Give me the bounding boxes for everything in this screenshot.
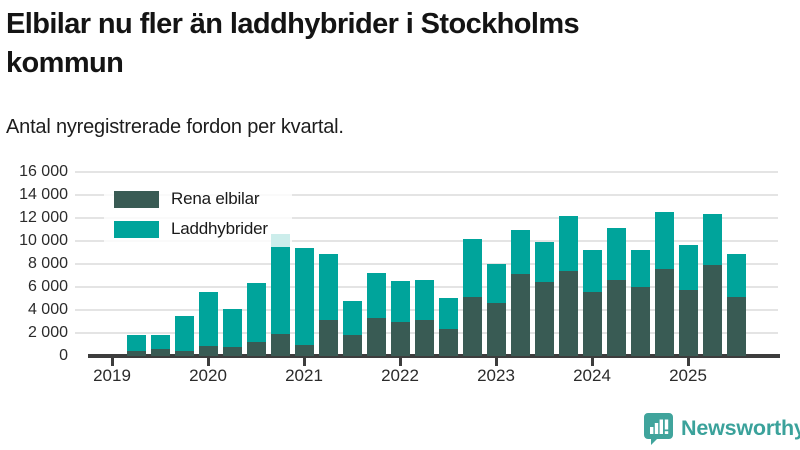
page-title: Elbilar nu fler än laddhybrider i Stockh… <box>6 5 580 83</box>
bar-segment-laddhybrider <box>390 280 410 323</box>
y-axis-tick-label: 4 000 <box>27 301 68 318</box>
y-axis-tick-label: 16 000 <box>19 163 68 180</box>
gridline <box>75 171 778 173</box>
bar-segment-laddhybrider <box>630 250 650 287</box>
bar-segment-rena-elbilar <box>510 274 530 356</box>
y-axis-tick-label: 6 000 <box>27 278 68 295</box>
legend-item-laddhybrider: Laddhybrider <box>114 218 292 240</box>
bar-segment-laddhybrider <box>366 273 386 319</box>
x-axis-tick <box>110 358 114 366</box>
bar-segment-laddhybrider <box>702 213 722 266</box>
bar-segment-rena-elbilar <box>366 318 386 356</box>
bar-segment-laddhybrider <box>606 228 626 281</box>
y-axis-tick-label: 0 <box>59 347 68 364</box>
y-axis-tick-label: 14 000 <box>19 186 68 203</box>
bar-segment-laddhybrider <box>294 247 314 346</box>
bar-segment-rena-elbilar <box>558 271 578 356</box>
y-axis-tick-label: 12 000 <box>19 209 68 226</box>
bar-segment-rena-elbilar <box>606 280 626 356</box>
bar-segment-rena-elbilar <box>294 345 314 356</box>
bar-segment-laddhybrider <box>486 264 506 303</box>
bar-segment-laddhybrider <box>198 292 218 347</box>
x-axis-tick-label: 2019 <box>93 366 131 385</box>
x-axis-tick <box>302 358 306 366</box>
bar-segment-laddhybrider <box>510 230 530 275</box>
bar-segment-rena-elbilar <box>678 290 698 356</box>
bar-segment-laddhybrider <box>534 242 554 282</box>
x-axis-tick-label: 2025 <box>669 366 707 385</box>
x-axis-tick-label: 2023 <box>477 366 515 385</box>
x-axis-line <box>88 354 780 358</box>
gridline <box>75 263 778 265</box>
bar-segment-laddhybrider <box>270 234 290 335</box>
gridline <box>75 240 778 242</box>
newsworthy-logo-text: Newsworthy <box>681 416 800 440</box>
bar-segment-laddhybrider <box>150 335 170 350</box>
bar-segment-laddhybrider <box>174 315 194 352</box>
x-axis-tick <box>494 358 498 366</box>
newsworthy-logo-icon <box>644 413 673 445</box>
x-axis-tick <box>398 358 402 366</box>
page-title-line-2: kommun <box>6 47 124 79</box>
newsworthy-logo: Newsworthy <box>643 412 800 445</box>
legend-label-rena-elbilar: Rena elbilar <box>171 189 260 208</box>
page-title-line-1: Elbilar nu fler än laddhybrider i Stockh… <box>6 8 580 40</box>
bar-segment-rena-elbilar <box>318 319 338 356</box>
bar-segment-rena-elbilar <box>582 292 602 356</box>
x-axis-tick <box>206 358 210 366</box>
bar-segment-rena-elbilar <box>198 346 218 356</box>
x-axis-tick <box>590 358 594 366</box>
x-axis-tick-label: 2021 <box>285 366 323 385</box>
bar-segment-laddhybrider <box>654 211 674 270</box>
bar-segment-rena-elbilar <box>174 351 194 356</box>
bar-segment-rena-elbilar <box>654 269 674 356</box>
bar-segment-rena-elbilar <box>462 297 482 356</box>
bar-segment-laddhybrider <box>126 335 146 351</box>
legend-item-rena-elbilar: Rena elbilar <box>114 188 292 210</box>
y-axis-tick-label: 8 000 <box>27 255 68 272</box>
x-axis-tick-label: 2022 <box>381 366 419 385</box>
bar-segment-laddhybrider <box>726 253 746 297</box>
y-axis-tick-label: 2 000 <box>27 324 68 341</box>
bar-segment-rena-elbilar <box>438 328 458 356</box>
bar-segment-rena-elbilar <box>702 265 722 356</box>
bar-segment-rena-elbilar <box>414 319 434 356</box>
gridline <box>75 194 778 196</box>
bar-segment-rena-elbilar <box>150 349 170 356</box>
chart-subtitle: Antal nyregistrerade fordon per kvartal. <box>6 116 344 138</box>
gridline <box>75 217 778 219</box>
bar-segment-rena-elbilar <box>390 322 410 356</box>
bar-segment-laddhybrider <box>342 301 362 336</box>
bar-segment-laddhybrider <box>222 309 242 347</box>
legend-swatch-rena-elbilar <box>114 190 159 208</box>
bar-segment-rena-elbilar <box>534 281 554 356</box>
bar-segment-laddhybrider <box>318 254 338 320</box>
bar-segment-rena-elbilar <box>126 350 146 356</box>
bar-segment-rena-elbilar <box>630 287 650 356</box>
bar-segment-rena-elbilar <box>270 334 290 356</box>
bar-segment-rena-elbilar <box>342 335 362 356</box>
x-axis-tick-label: 2024 <box>573 366 611 385</box>
legend-swatch-laddhybrider <box>114 220 159 238</box>
bar-segment-laddhybrider <box>438 297 458 329</box>
bar-segment-laddhybrider <box>246 282 266 342</box>
x-axis-tick <box>686 358 690 366</box>
bar-segment-laddhybrider <box>462 238 482 298</box>
bar-segment-laddhybrider <box>558 215 578 272</box>
bar-segment-laddhybrider <box>678 245 698 291</box>
bar-segment-laddhybrider <box>582 250 602 293</box>
bar-segment-laddhybrider <box>414 280 434 320</box>
y-axis-tick-label: 10 000 <box>19 232 68 249</box>
bar-segment-rena-elbilar <box>246 341 266 356</box>
legend-label-laddhybrider: Laddhybrider <box>171 219 268 238</box>
x-axis-tick-label: 2020 <box>189 366 227 385</box>
bar-segment-rena-elbilar <box>222 346 242 356</box>
chart-legend: Rena elbilar Laddhybrider <box>104 182 292 247</box>
bar-segment-rena-elbilar <box>726 296 746 356</box>
bar-segment-rena-elbilar <box>486 302 506 356</box>
